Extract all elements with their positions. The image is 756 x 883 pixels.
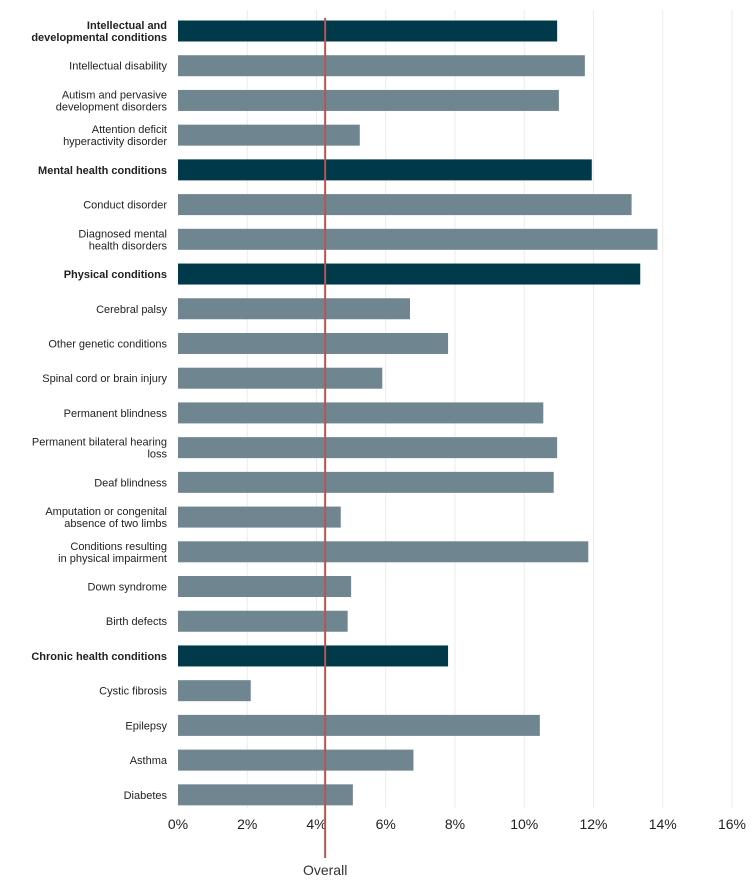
overall-reference: Overall <box>303 18 347 878</box>
bar <box>178 784 353 806</box>
bar <box>178 228 658 250</box>
bar <box>178 332 449 354</box>
x-tick-label: 0% <box>168 816 188 832</box>
x-tick-label: 12% <box>579 816 607 832</box>
bar <box>178 541 589 563</box>
category-label: Cystic fibrosis <box>99 686 167 698</box>
category-label: Intellectual disability <box>69 61 167 73</box>
x-tick-label: 10% <box>510 816 538 832</box>
category-label: Permanent bilateral hearing loss <box>32 437 168 461</box>
bar <box>178 471 554 493</box>
category-label: Diagnosed mental health disorders <box>78 228 167 252</box>
bar <box>178 506 341 528</box>
bar <box>178 610 348 632</box>
x-tick-label: 4% <box>306 816 326 832</box>
category-label: Permanent blindness <box>64 408 168 420</box>
category-label: Mental health conditions <box>38 165 167 177</box>
bar <box>178 55 585 77</box>
category-label: Conditions resulting in physical impairme… <box>58 541 167 565</box>
bar <box>178 437 558 459</box>
bar <box>178 367 383 389</box>
bar <box>178 298 410 320</box>
category-label: Spinal cord or brain injury <box>42 373 167 385</box>
group-bar <box>178 20 558 42</box>
x-tick-label: 14% <box>649 816 677 832</box>
bar <box>178 749 414 771</box>
bar <box>178 714 540 736</box>
category-label: Down syndrome <box>88 582 167 594</box>
category-label: Chronic health conditions <box>31 651 167 663</box>
category-label: Cerebral palsy <box>96 304 167 316</box>
x-axis-ticks: 0% 2% 4% 6% 8% 10% 12% 14% 16% <box>168 816 746 832</box>
category-label: Physical conditions <box>64 269 167 281</box>
category-label: Autism and pervasive development disorder… <box>56 89 168 113</box>
category-label: Epilepsy <box>125 720 167 732</box>
category-label: Birth defects <box>106 616 168 628</box>
x-tick-label: 6% <box>376 816 396 832</box>
bar <box>178 89 559 111</box>
category-label: Attention deficit hyperactivity disorder <box>63 124 167 148</box>
category-label: Other genetic conditions <box>48 338 167 350</box>
x-tick-label: 2% <box>237 816 257 832</box>
bars <box>178 20 658 806</box>
bar <box>178 124 360 146</box>
group-bar <box>178 159 592 181</box>
category-label: Asthma <box>130 755 168 767</box>
category-label: Conduct disorder <box>83 200 167 212</box>
group-bar <box>178 645 449 667</box>
category-label: Deaf blindness <box>94 477 167 489</box>
x-tick-label: 8% <box>445 816 465 832</box>
bar <box>178 402 544 424</box>
category-label: Amputation or congenital absence of two l… <box>45 506 167 530</box>
bar <box>178 576 352 598</box>
x-tick-label: 16% <box>718 816 746 832</box>
bar <box>178 680 251 702</box>
category-label: Diabetes <box>124 790 168 802</box>
overall-label: Overall <box>303 862 347 878</box>
category-label: Intellectual and developmental conditions <box>31 20 167 44</box>
bar <box>178 194 632 216</box>
group-bar <box>178 263 641 285</box>
category-labels: Intellectual and developmental conditions… <box>31 20 168 802</box>
